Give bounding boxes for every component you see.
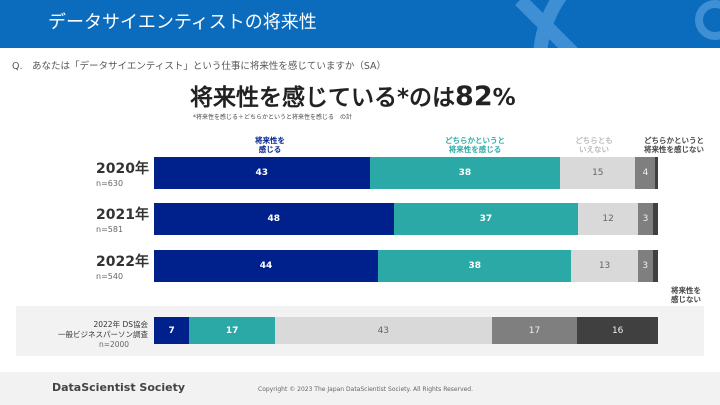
legend-label-1: 将来性を 感じる xyxy=(255,136,285,154)
comparison-label-line2: 一般ビジネスパーソン調査 xyxy=(58,330,148,339)
bar-segment: 43 xyxy=(274,317,492,344)
bar-segment: 17 xyxy=(189,317,275,344)
bar-segment: 3 xyxy=(637,250,653,282)
headline-value: 82 xyxy=(455,81,493,112)
decorative-globe-icon xyxy=(515,0,720,48)
bar-segment: 12 xyxy=(578,203,639,235)
headline-text: 将来性を感じている*のは xyxy=(190,85,456,111)
comparison-n: n=2000 xyxy=(98,340,130,349)
headline: 将来性を感じている*のは82% xyxy=(190,82,516,111)
bar-row: 43 38 15 4 xyxy=(154,157,658,189)
row-n: n=540 xyxy=(96,272,124,281)
bar-segment: 4 xyxy=(635,157,656,189)
footer-brand: DataScientist Society xyxy=(52,381,186,394)
legend-label-4: どちらかというと 将来性を感じない xyxy=(644,136,704,154)
question-text: Q. あなたは「データサイエンティスト」という仕事に将来性を感じていますか（SA… xyxy=(12,61,387,72)
bar-segment xyxy=(653,203,658,235)
row-n: n=581 xyxy=(96,225,124,234)
bar-segment: 17 xyxy=(491,317,578,344)
bar-segment: 37 xyxy=(393,203,579,235)
row-label: 2020年 xyxy=(96,161,149,177)
bar-segment: 38 xyxy=(369,157,561,189)
headline-unit: % xyxy=(492,85,516,111)
footer xyxy=(0,372,720,405)
bar-row: 48 37 12 3 xyxy=(154,203,658,235)
bar-segment xyxy=(652,250,658,282)
row-label: 2021年 xyxy=(96,207,149,223)
bar-segment: 38 xyxy=(378,250,572,282)
bar-segment: 7 xyxy=(154,317,190,344)
bar-segment: 44 xyxy=(154,250,378,282)
row-n: n=630 xyxy=(96,179,124,188)
legend-label-2: どちらかというと 将来性を感じる xyxy=(445,136,505,154)
comparison-label: 2022年 DS協会 一般ビジネスパーソン調査 n=2000 xyxy=(30,320,148,350)
footnote: *将来性を感じる＋どちらかというと将来性を感じる の計 xyxy=(193,114,353,121)
bar-segment: 48 xyxy=(154,203,394,235)
bar-segment: 16 xyxy=(577,317,658,344)
header-bar: データサイエンティストの将来性 xyxy=(0,0,720,48)
legend-label-3: どちらとも いえない xyxy=(575,136,613,154)
row-label: 2022年 xyxy=(96,254,149,270)
page-title: データサイエンティストの将来性 xyxy=(48,12,317,33)
comparison-bar: 7 17 43 17 16 xyxy=(154,317,658,344)
comparison-label-line1: 2022年 DS協会 xyxy=(93,320,148,329)
legend-label-5: 将来性を 感じない xyxy=(671,286,701,304)
bar-row: 44 38 13 3 xyxy=(154,250,658,282)
bar-segment: 13 xyxy=(571,250,638,282)
footer-copyright: Copyright © 2023 The Japan DataScientist… xyxy=(258,386,474,393)
bar-segment: 15 xyxy=(560,157,636,189)
bar-segment xyxy=(655,157,658,189)
bar-segment: 43 xyxy=(154,157,370,189)
bar-segment: 3 xyxy=(638,203,653,235)
